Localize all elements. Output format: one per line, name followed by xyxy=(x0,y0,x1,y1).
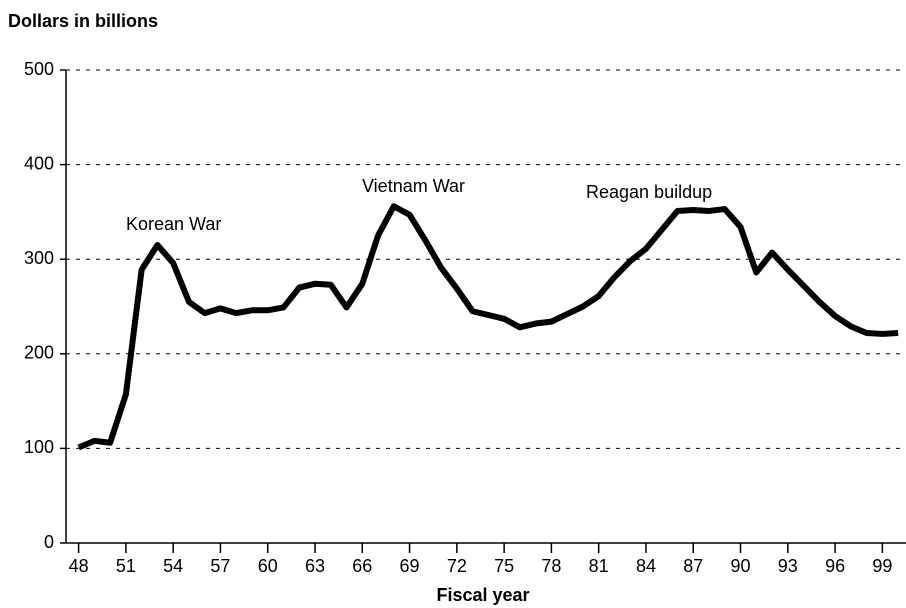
x-tick-label: 72 xyxy=(447,556,467,576)
annotation: Vietnam War xyxy=(362,176,465,196)
x-tick-label: 78 xyxy=(541,556,561,576)
x-tick-label: 48 xyxy=(69,556,89,576)
x-tick-label: 96 xyxy=(825,556,845,576)
x-tick-label: 51 xyxy=(116,556,136,576)
y-tick-label: 300 xyxy=(24,248,54,268)
x-tick-label: 57 xyxy=(210,556,230,576)
x-tick-label: 99 xyxy=(872,556,892,576)
y-tick-label: 500 xyxy=(24,59,54,79)
x-tick-label: 54 xyxy=(163,556,183,576)
annotation: Korean War xyxy=(126,214,221,234)
y-tick-label: 200 xyxy=(24,343,54,363)
y-tick-label: 400 xyxy=(24,153,54,173)
x-tick-label: 60 xyxy=(258,556,278,576)
x-tick-label: 75 xyxy=(494,556,514,576)
x-tick-label: 81 xyxy=(589,556,609,576)
chart-title: Dollars in billions xyxy=(8,11,158,31)
y-tick-label: 0 xyxy=(44,532,54,552)
x-tick-label: 93 xyxy=(778,556,798,576)
x-axis-label: Fiscal year xyxy=(436,585,529,605)
x-tick-label: 69 xyxy=(400,556,420,576)
x-tick-label: 87 xyxy=(683,556,703,576)
line xyxy=(77,203,899,451)
x-tick-label: 84 xyxy=(636,556,656,576)
annotation: Reagan buildup xyxy=(586,182,712,202)
x-tick-label: 63 xyxy=(305,556,325,576)
x-tick-label: 90 xyxy=(731,556,751,576)
y-tick-label: 100 xyxy=(24,437,54,457)
x-tick-label: 66 xyxy=(352,556,372,576)
